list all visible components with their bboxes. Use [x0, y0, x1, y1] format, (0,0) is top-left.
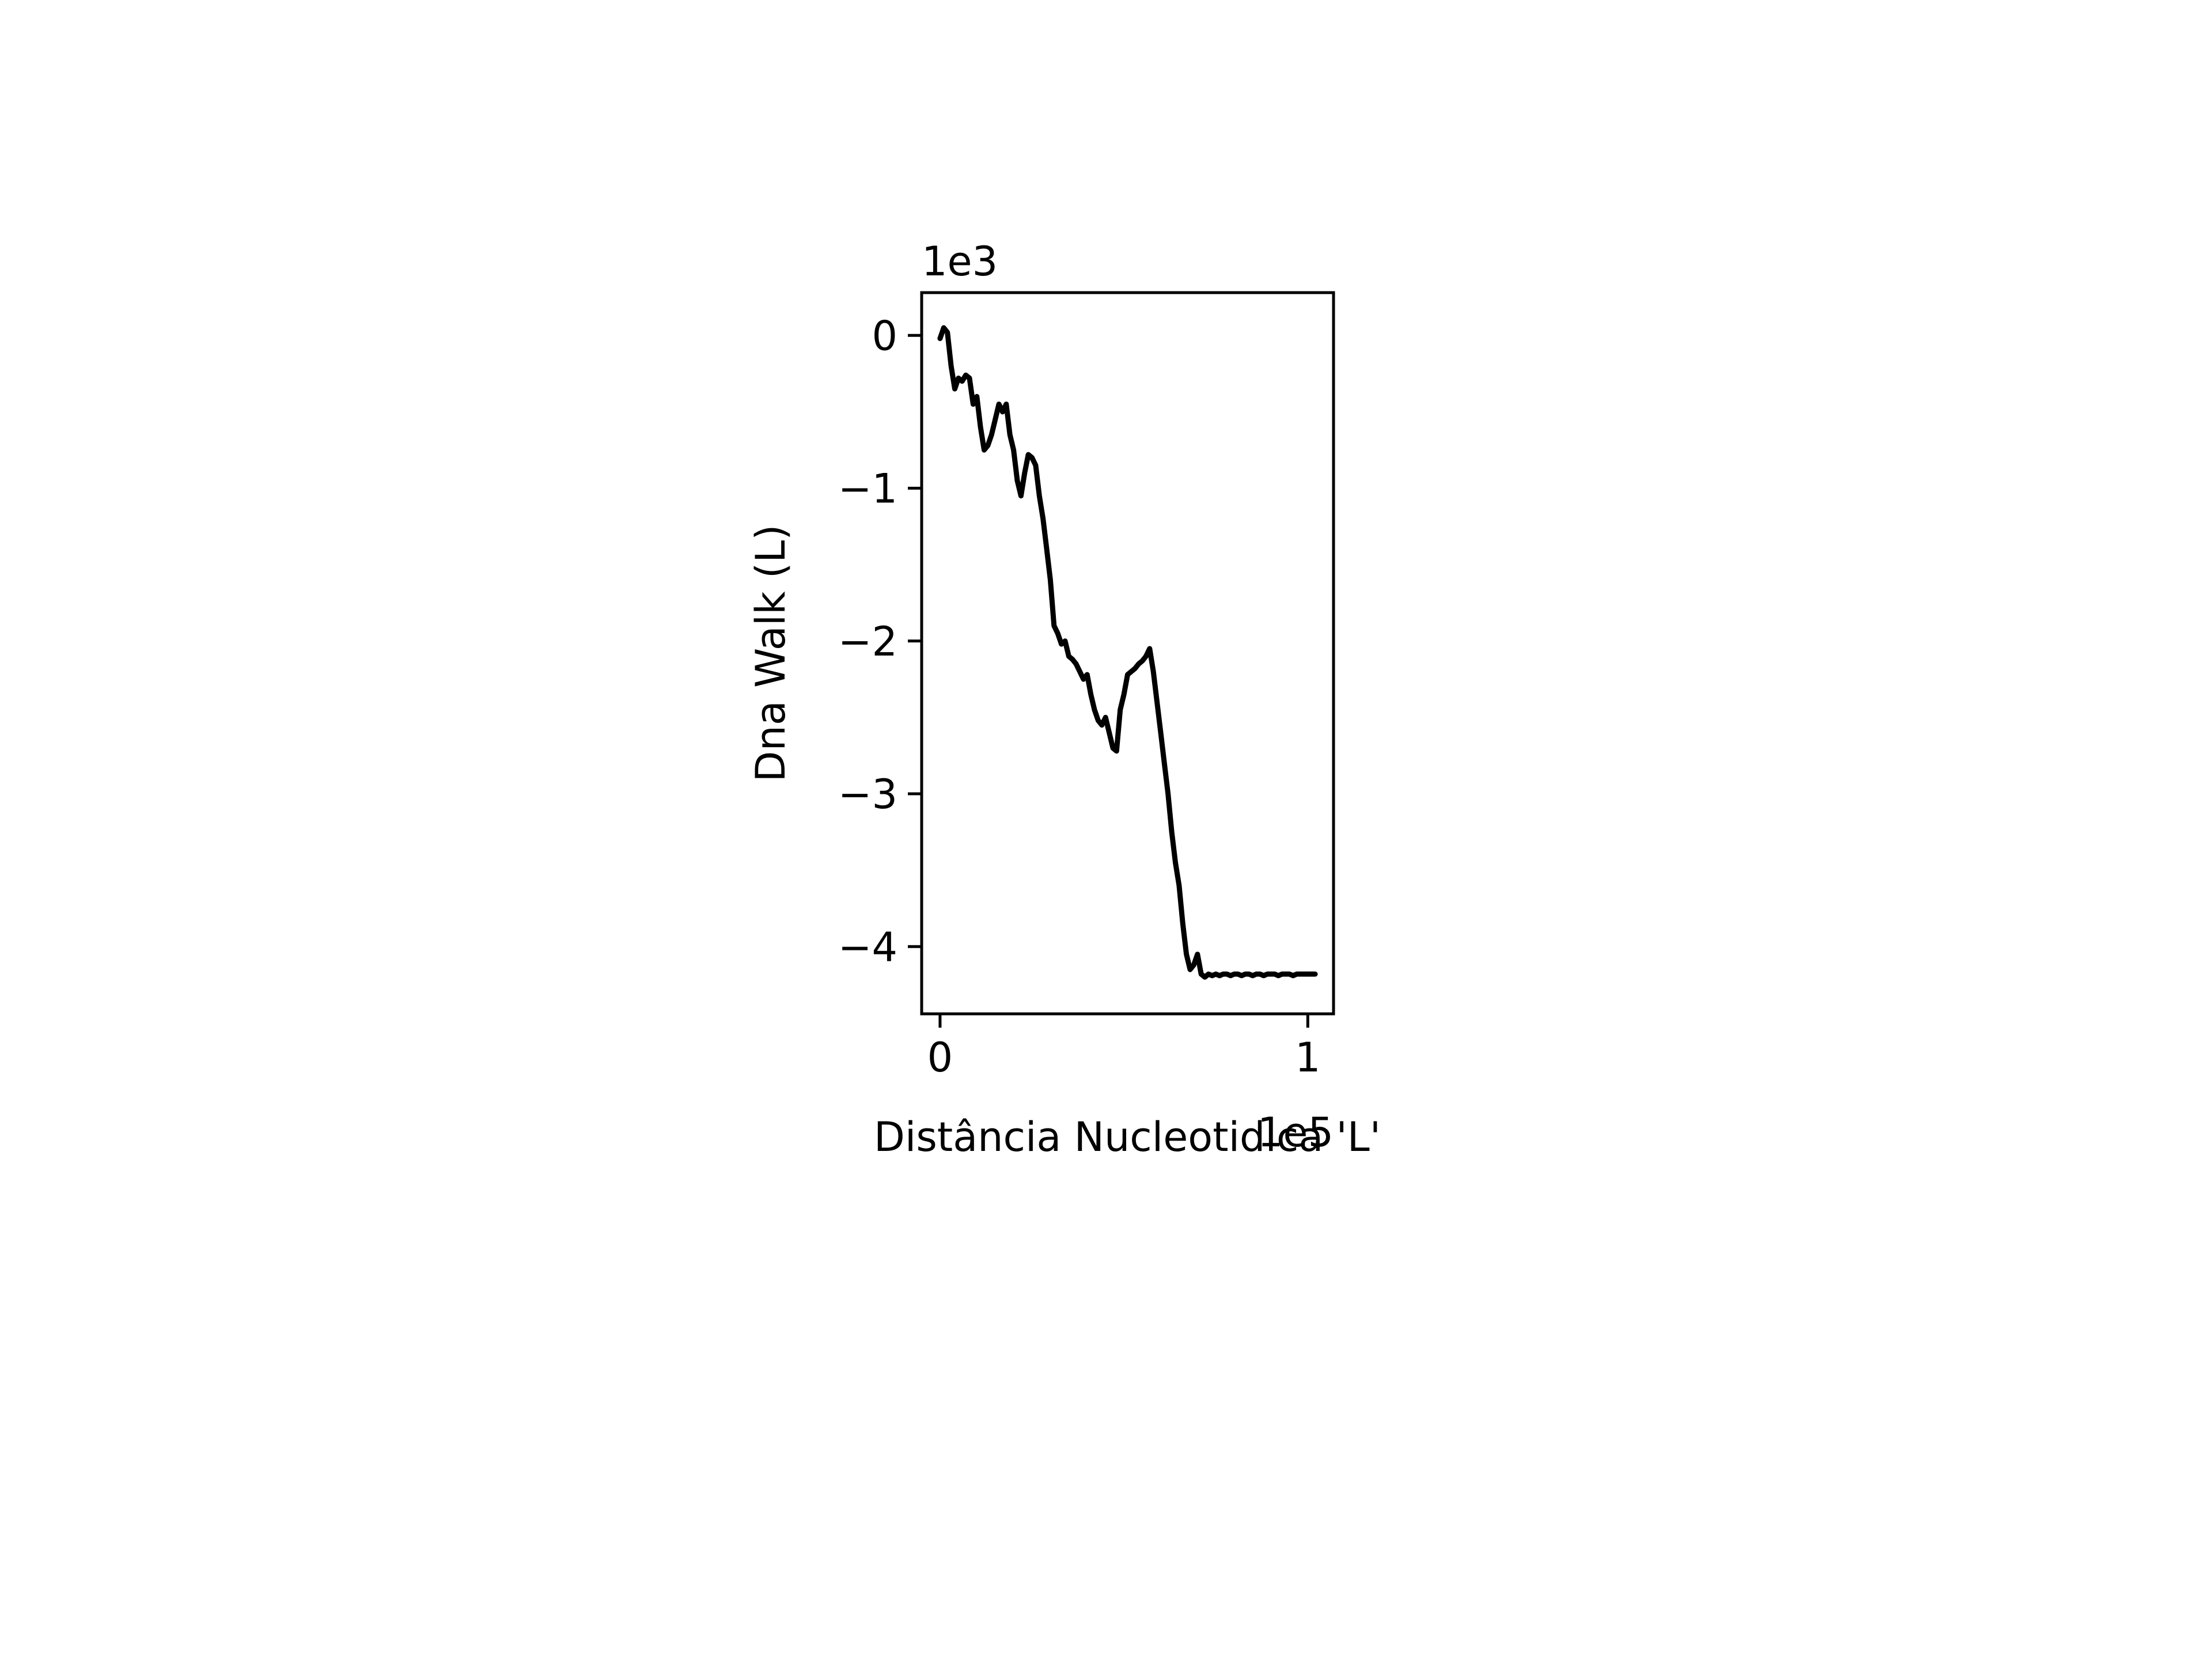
y-tick-label: −1 — [838, 465, 897, 513]
x-axis-label: Distância Nucleotidica 'L' — [874, 1113, 1381, 1161]
x-tick-label: 0 — [927, 1034, 953, 1081]
y-tick-label: −3 — [838, 771, 897, 818]
x-offset-label: 1e5 — [1257, 1109, 1334, 1156]
y-offset-label: 1e3 — [922, 238, 998, 285]
y-tick-label: −4 — [838, 923, 897, 971]
series-line-0 — [937, 325, 1318, 980]
y-axis-label: Dna Walk (L) — [747, 525, 794, 782]
x-tick-label: 1 — [1295, 1034, 1321, 1081]
y-tick-label: −2 — [838, 618, 897, 665]
plot-frame — [920, 291, 1335, 1016]
y-tick-label: 0 — [872, 312, 897, 359]
